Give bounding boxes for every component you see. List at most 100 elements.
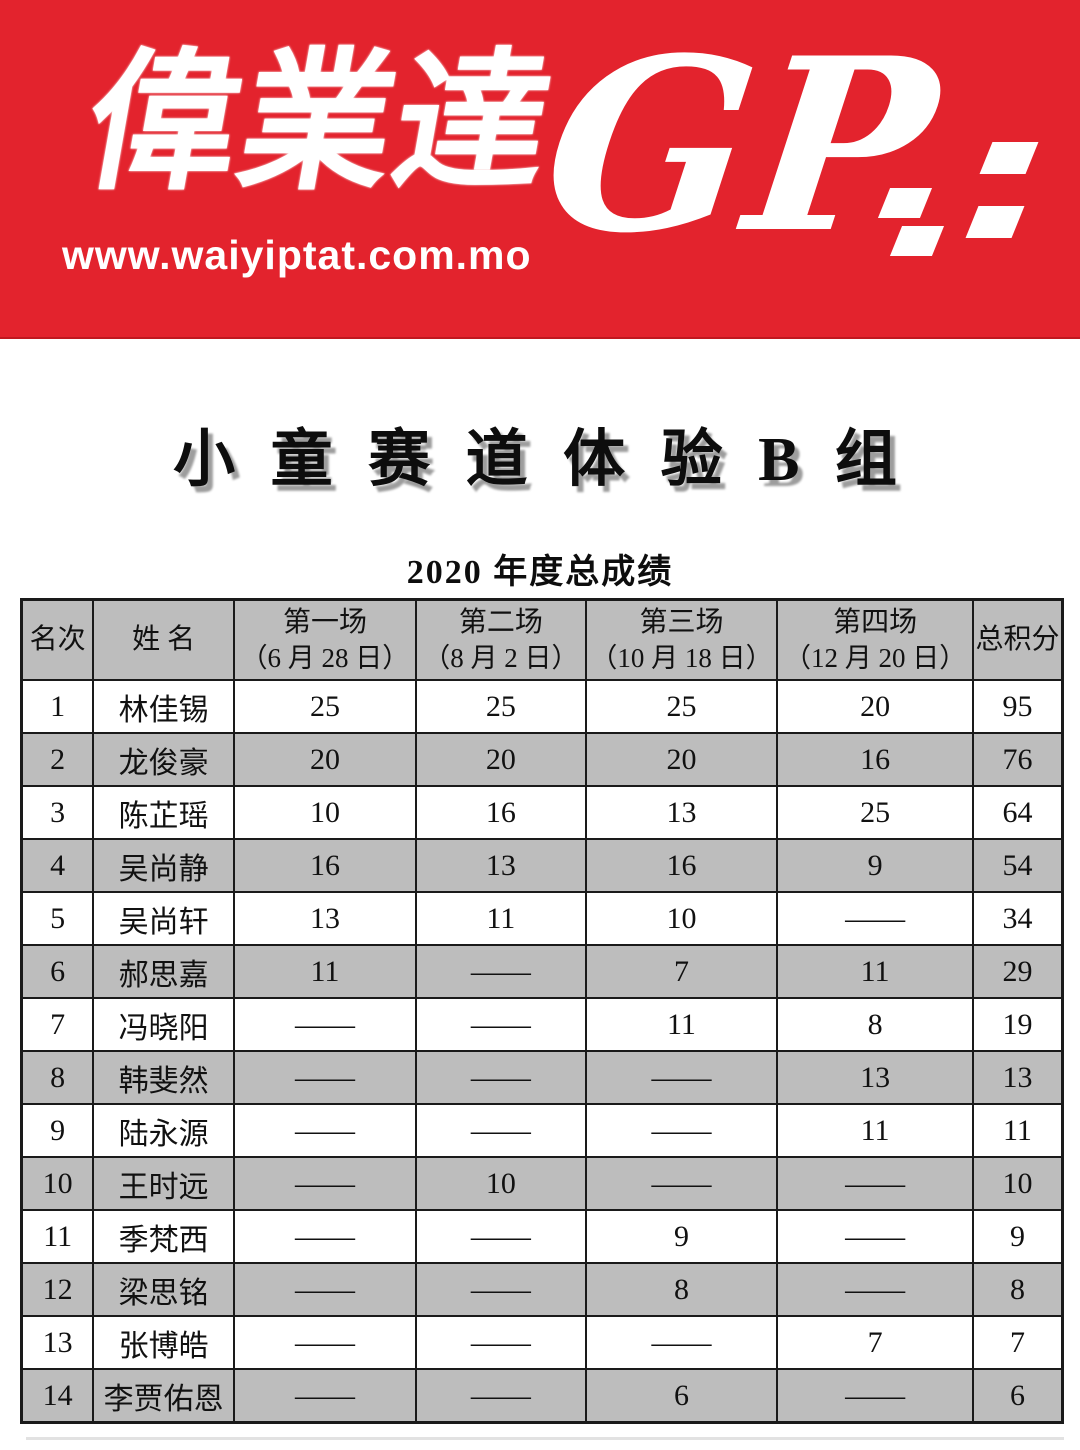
race4-cell: 11 [776,1103,974,1158]
name-cell: 张博皓 [92,1315,235,1370]
race4-cell: —— [776,1209,974,1264]
rank-cell: 5 [20,891,95,946]
column-header: 第三场 （10 月 18 日） [584,598,779,681]
column-header-label: 名次 [29,624,86,655]
column-header-label: 第一场 [282,607,367,638]
name-cell: 郝思嘉 [92,944,235,999]
total-cell: 19 [971,997,1064,1052]
race2-cell: —— [415,1103,587,1158]
rank-cell: 10 [20,1156,95,1211]
rank-cell: 4 [20,838,95,893]
name-cell: 冯晓阳 [92,997,235,1052]
race2-cell: 16 [415,785,587,840]
race2-cell: —— [415,997,587,1052]
race2-cell: 11 [415,891,587,946]
rank-cell: 13 [20,1315,95,1370]
rank-cell: 2 [20,732,95,787]
total-cell: 8 [971,1262,1064,1317]
table-row: 14 李贾佑恩 —— —— 6 —— 6 [20,1368,1064,1424]
total-cell: 95 [971,679,1064,734]
race3-cell: 13 [584,785,779,840]
name-cell: 林佳锡 [92,679,235,734]
table-row: 9 陆永源 —— —— —— 11 11 [20,1103,1064,1158]
website-url: www.waiyiptat.com.mo [62,232,532,278]
column-header: 总积分 [971,598,1064,681]
race1-cell: 13 [232,891,418,946]
race2-cell: —— [415,1050,587,1105]
column-header: 第二场 （8 月 2 日） [415,598,587,681]
race3-cell: 11 [584,997,779,1052]
race2-cell: —— [415,1262,587,1317]
total-cell: 54 [971,838,1064,893]
results-table: 名次 姓 名 第一场 （6 月 28 日） 第二场 （8 月 2 日） 第三场 （10 月 1… [20,598,1064,1424]
name-cell: 韩斐然 [92,1050,235,1105]
race4-cell: 11 [776,944,974,999]
rank-cell: 1 [20,679,95,734]
table-bottom-shadow [26,1437,1064,1440]
total-cell: 76 [971,732,1064,787]
race1-cell: 10 [232,785,418,840]
race4-cell: —— [776,1262,974,1317]
column-header-date: （6 月 28 日） [240,643,410,673]
table-header: 名次 姓 名 第一场 （6 月 28 日） 第二场 （8 月 2 日） 第三场 （10 月 1… [20,598,1064,681]
race4-cell: 8 [776,997,974,1052]
race4-cell: 9 [776,838,974,893]
race3-cell: 16 [584,838,779,893]
total-cell: 6 [971,1368,1064,1424]
table-row: 10 王时远 —— 10 —— —— 10 [20,1156,1064,1211]
column-header-date: （12 月 20 日） [783,643,967,673]
column-header-date: （8 月 2 日） [423,643,579,673]
total-cell: 7 [971,1315,1064,1370]
rank-cell: 14 [20,1368,95,1424]
race1-cell: 25 [232,679,418,734]
race1-cell: —— [232,1262,418,1317]
race2-cell: —— [415,1315,587,1370]
name-cell: 陈芷瑶 [92,785,235,840]
race3-cell: 20 [584,732,779,787]
race3-cell: 8 [584,1262,779,1317]
table-row: 13 张博皓 —— —— —— 7 7 [20,1315,1064,1370]
column-header-label: 姓 名 [132,624,196,655]
name-cell: 梁思铭 [92,1262,235,1317]
total-cell: 29 [971,944,1064,999]
race2-cell: 13 [415,838,587,893]
race4-cell: 13 [776,1050,974,1105]
race4-cell: —— [776,1156,974,1211]
race4-cell: 16 [776,732,974,787]
brand-banner: 偉業達 GP www.waiyiptat.com.mo [0,0,1080,339]
name-cell: 吴尚轩 [92,891,235,946]
name-cell: 李贾佑恩 [92,1368,235,1424]
table-row: 12 梁思铭 —— —— 8 —— 8 [20,1262,1064,1317]
race2-cell: 10 [415,1156,587,1211]
race2-cell: —— [415,1209,587,1264]
race4-cell: 7 [776,1315,974,1370]
checker-flag-block [965,206,1025,238]
table-row: 6 郝思嘉 11 —— 7 11 29 [20,944,1064,999]
rank-cell: 9 [20,1103,95,1158]
table-row: 8 韩斐然 —— —— —— 13 13 [20,1050,1064,1105]
column-header: 第一场 （6 月 28 日） [232,598,418,681]
column-header: 名次 [20,598,95,681]
race4-cell: —— [776,891,974,946]
table-row: 1 林佳锡 25 25 25 20 95 [20,679,1064,734]
race1-cell: —— [232,1050,418,1105]
race4-cell: —— [776,1368,974,1424]
column-header-label: 总积分 [975,624,1060,655]
table-row: 11 季梵西 —— —— 9 —— 9 [20,1209,1064,1264]
column-header-label: 第二场 [458,607,543,638]
checker-flag-block [979,142,1039,174]
race2-cell: —— [415,944,587,999]
total-cell: 13 [971,1050,1064,1105]
race1-cell: —— [232,1103,418,1158]
table-row: 2 龙俊豪 20 20 20 16 76 [20,732,1064,787]
race3-cell: 6 [584,1368,779,1424]
column-header-label: 第四场 [833,607,918,638]
race3-cell: 7 [584,944,779,999]
race1-cell: 11 [232,944,418,999]
race1-cell: —— [232,997,418,1052]
race1-cell: —— [232,1209,418,1264]
brand-chinese-logo: 偉業達 [73,40,565,208]
column-header: 姓 名 [92,598,235,681]
page-title: 小 童 赛 道 体 验 B 组 [173,426,907,494]
